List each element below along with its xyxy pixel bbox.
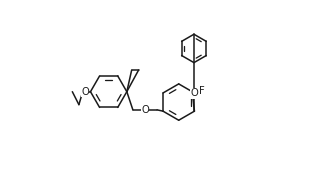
Text: F: F: [199, 86, 205, 96]
Text: O: O: [81, 87, 89, 97]
Text: O: O: [141, 105, 149, 115]
Text: O: O: [190, 88, 198, 98]
